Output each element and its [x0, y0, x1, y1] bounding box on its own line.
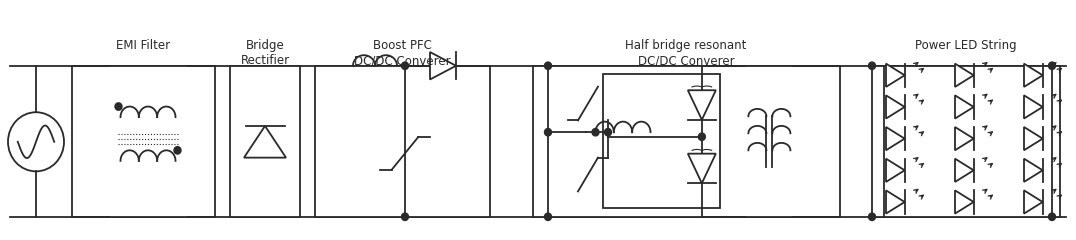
Text: Half bridge resonant
DC/DC Converer: Half bridge resonant DC/DC Converer — [625, 39, 747, 67]
Circle shape — [401, 213, 409, 221]
Circle shape — [544, 213, 552, 221]
Circle shape — [1048, 62, 1056, 69]
Polygon shape — [955, 127, 974, 150]
Text: Power LED String: Power LED String — [916, 39, 1017, 52]
Circle shape — [115, 103, 122, 110]
Polygon shape — [955, 64, 974, 87]
Text: Boost PFC
DC/DC Converer: Boost PFC DC/DC Converer — [354, 39, 451, 67]
Polygon shape — [244, 126, 286, 158]
Polygon shape — [430, 52, 456, 79]
Polygon shape — [1024, 190, 1043, 214]
Text: EMI Filter: EMI Filter — [116, 39, 170, 52]
Bar — [533, 66, 840, 217]
Polygon shape — [1024, 159, 1043, 182]
Polygon shape — [688, 90, 716, 120]
Polygon shape — [1024, 64, 1043, 87]
Circle shape — [868, 62, 876, 69]
Text: Bridge
Rectifier: Bridge Rectifier — [240, 39, 289, 67]
Circle shape — [698, 133, 706, 140]
Polygon shape — [886, 159, 905, 182]
Circle shape — [1048, 213, 1056, 221]
Polygon shape — [886, 64, 905, 87]
Bar — [315, 66, 490, 217]
Bar — [603, 74, 720, 208]
Circle shape — [401, 62, 409, 69]
Bar — [230, 66, 300, 217]
Polygon shape — [955, 190, 974, 214]
Circle shape — [8, 112, 63, 171]
Circle shape — [544, 62, 552, 69]
Circle shape — [544, 128, 552, 136]
Polygon shape — [886, 95, 905, 119]
Polygon shape — [886, 190, 905, 214]
Bar — [72, 66, 215, 217]
Circle shape — [868, 213, 876, 221]
Polygon shape — [886, 127, 905, 150]
Circle shape — [605, 128, 611, 136]
Polygon shape — [955, 95, 974, 119]
Polygon shape — [688, 154, 716, 183]
Polygon shape — [1024, 127, 1043, 150]
Polygon shape — [955, 159, 974, 182]
Polygon shape — [1024, 95, 1043, 119]
Circle shape — [174, 147, 181, 154]
Bar — [872, 66, 1060, 217]
Circle shape — [592, 128, 599, 136]
